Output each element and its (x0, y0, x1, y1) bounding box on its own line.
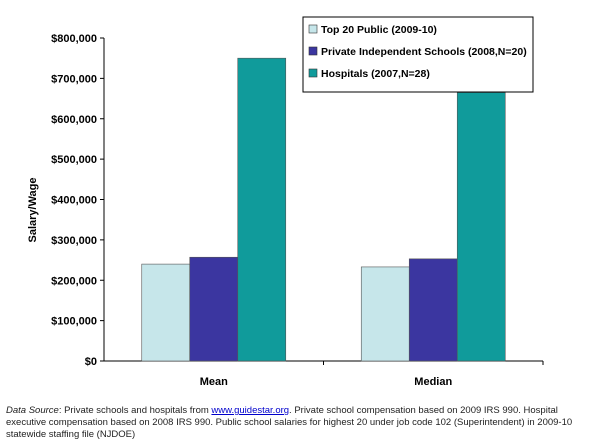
y-tick-label: $600,000 (51, 114, 97, 126)
x-tick-label: Mean (200, 376, 228, 388)
y-tick-label: $500,000 (51, 154, 97, 166)
bar-mean-series-3 (237, 57, 287, 362)
bar-median-series-3 (456, 92, 506, 362)
guidestar-link[interactable]: www.guidestar.org (211, 405, 290, 416)
y-tick-label: $0 (85, 356, 97, 368)
legend-box (302, 16, 534, 93)
legend-swatch (308, 46, 318, 56)
bar-median-series-1 (360, 266, 410, 362)
y-tick-label: $100,000 (51, 316, 97, 328)
source-label: Data Source (6, 405, 59, 416)
y-tick-label: $800,000 (51, 33, 97, 45)
x-tick-label: Median (414, 376, 452, 388)
data-source-note: Data Source: Private schools and hospita… (6, 405, 590, 441)
y-tick-label: $300,000 (51, 235, 97, 247)
bar-median-series-2 (408, 258, 458, 362)
source-text-1: : Private schools and hospitals from (58, 405, 212, 416)
legend-swatch (308, 24, 318, 34)
y-tick-label: $400,000 (51, 195, 97, 207)
legend-label: Top 20 Public (2009-10) (321, 24, 437, 36)
bar-mean-series-1 (141, 263, 191, 362)
y-axis-title: Salary/Wage (27, 177, 39, 242)
legend-label: Private Independent Schools (2008,N=20) (321, 46, 527, 58)
legend-swatch (308, 68, 318, 78)
plot-area (103, 38, 543, 362)
legend-label: Hospitals (2007,N=28) (321, 68, 430, 80)
bar-mean-series-2 (189, 256, 239, 362)
bar-chart: $0 $100,000 $200,000 $300,000 $400,000 $500,0… (27, 16, 544, 388)
x-axis: Mean Median (200, 361, 544, 388)
y-axis: $0 $100,000 $200,000 $300,000 $400,000 $500,0… (51, 33, 104, 368)
y-tick-label: $200,000 (51, 275, 97, 287)
source-text-2: . Private school compensation based on 2… (6, 405, 573, 440)
legend: Top 20 Public (2009-10) Private Independe… (302, 16, 534, 93)
y-tick-label: $700,000 (51, 73, 97, 85)
